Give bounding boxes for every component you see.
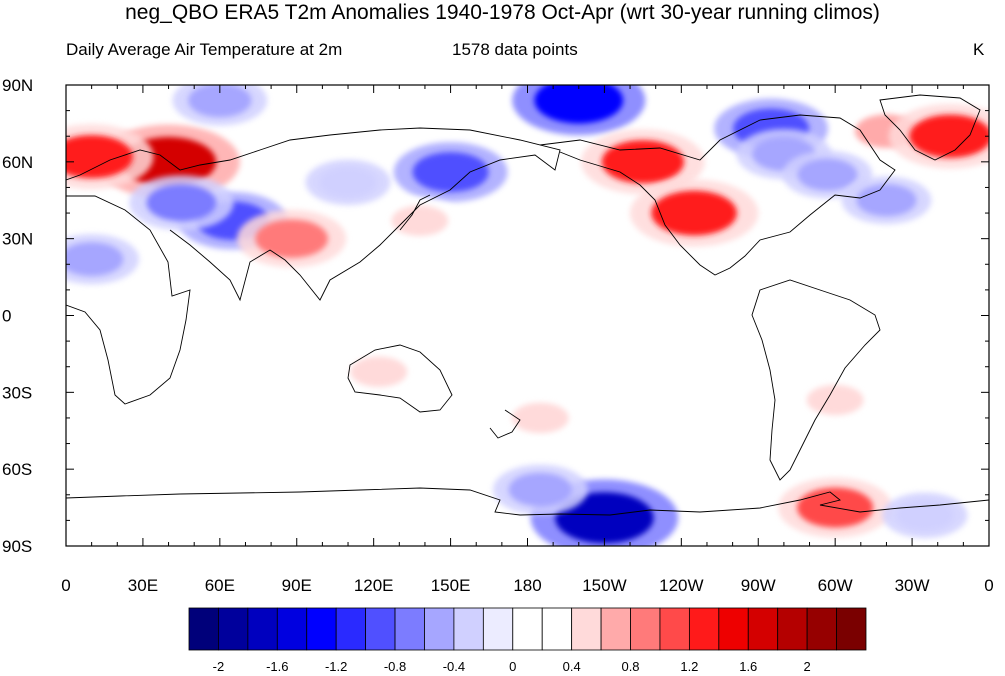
anomaly-core: [651, 190, 737, 236]
colorbar-box: [777, 607, 808, 651]
colorbar-box: [718, 607, 749, 651]
lon-tick-label: 30E: [128, 576, 158, 595]
colorbar-label: -0.8: [384, 659, 406, 674]
anomaly-core: [856, 184, 917, 217]
units-label: K: [973, 40, 985, 59]
lat-tick-label: 30N: [2, 230, 33, 249]
lon-tick-label: 120W: [659, 576, 703, 595]
coastline-eurasia: [66, 127, 561, 302]
colorbar-box: [659, 607, 690, 651]
anomaly-core: [508, 472, 572, 507]
anomaly-core: [909, 114, 989, 158]
colorbar-box: [424, 607, 455, 651]
lon-tick-label: 60E: [205, 576, 235, 595]
lat-tick-label: 60N: [2, 153, 33, 172]
anomaly-core: [534, 85, 624, 124]
colorbar-box: [394, 607, 425, 651]
anomaly-core: [391, 205, 449, 236]
anomaly-core: [188, 85, 252, 118]
anomaly-core: [146, 184, 217, 222]
colorbar-label: -1.2: [325, 659, 347, 674]
anomaly-core: [231, 370, 286, 400]
colorbar-box: [512, 607, 543, 651]
colorbar-box: [365, 607, 396, 651]
anomaly-core: [412, 152, 489, 193]
colorbar-box: [453, 607, 484, 651]
anomaly-core: [319, 167, 377, 198]
colorbar-label: -2: [213, 659, 225, 674]
lat-tick-label: 90S: [2, 537, 32, 556]
anomaly-core: [511, 402, 569, 434]
lon-tick-label: 120E: [354, 576, 394, 595]
anomaly-core: [555, 492, 654, 544]
colorbar-box: [836, 607, 867, 651]
colorbar-box: [600, 607, 631, 651]
anomaly-core: [350, 356, 408, 388]
colorbar-label: 1.6: [739, 659, 757, 674]
anomaly-core: [896, 500, 954, 531]
coastline-japan: [399, 194, 431, 231]
lon-tick-label: 0: [984, 576, 993, 595]
colorbar-label: 1.2: [680, 659, 698, 674]
coastline-north-america: [539, 114, 896, 276]
longitude-axis: 0 30E 60E 90E 120E 150E 180 150W 120W 90W 60W 30W 0: [61, 85, 994, 595]
colorbar-box: [747, 607, 779, 651]
coastline-africa: [66, 195, 191, 405]
anomaly-core: [601, 140, 685, 184]
colorbar-box: [806, 607, 837, 651]
colorbar-box: [218, 607, 249, 651]
lon-tick-label: 150W: [582, 576, 626, 595]
colorbar-box: [306, 607, 337, 651]
anomaly-core: [66, 242, 124, 276]
colorbar: -2 -1.6 -1.2 -0.8 -0.4 0 0.4 0.8 1.2 1.6 2: [188, 607, 867, 674]
colorbar-label: -0.4: [443, 659, 465, 674]
colorbar-box: [688, 607, 720, 651]
lon-tick-label: 0: [61, 576, 70, 595]
lon-tick-label: 180: [513, 576, 541, 595]
colorbar-label: 0.4: [563, 659, 581, 674]
colorbar-box: [571, 607, 602, 651]
colorbar-label: 0: [509, 659, 516, 674]
colorbar-label: 2: [804, 659, 811, 674]
colorbar-label: -1.6: [266, 659, 288, 674]
latitude-axis: 90N 60N 30N 0 30S 60S 90S: [2, 76, 989, 556]
colorbar-box: [247, 607, 278, 651]
colorbar-label: 0.8: [621, 659, 639, 674]
lon-tick-label: 150E: [431, 576, 471, 595]
anomaly-core: [806, 384, 864, 416]
lon-tick-label: 60W: [818, 576, 853, 595]
colorbar-box: [630, 607, 661, 651]
lon-tick-label: 30W: [895, 576, 930, 595]
anomaly-core: [66, 135, 133, 179]
lon-tick-label: 90E: [282, 576, 312, 595]
anomaly-core: [255, 219, 329, 258]
colorbar-box: [482, 607, 514, 651]
coastline-new-zealand: [489, 409, 521, 439]
coastline-greenland: [879, 94, 981, 161]
figure-title: neg_QBO ERA5 T2m Anomalies 1940-1978 Oct…: [125, 1, 880, 24]
left-string: Daily Average Air Temperature at 2m: [66, 40, 343, 59]
lon-tick-label: 90W: [741, 576, 776, 595]
coastline-antarctica: [66, 487, 989, 516]
colorbar-box: [276, 607, 308, 651]
colorbar-box: [541, 607, 573, 651]
colorbar-box: [188, 607, 219, 651]
colorbar-box: [335, 607, 367, 651]
anomaly-core: [797, 158, 858, 191]
lat-tick-label: 0: [2, 307, 11, 326]
coastline-australia: [347, 344, 453, 413]
coastlines: [66, 94, 989, 516]
center-string: 1578 data points: [452, 40, 578, 59]
lat-tick-label: 90N: [2, 76, 33, 95]
coastline-south-america: [751, 279, 881, 481]
lat-tick-label: 30S: [2, 383, 32, 402]
lat-tick-label: 60S: [2, 460, 32, 479]
